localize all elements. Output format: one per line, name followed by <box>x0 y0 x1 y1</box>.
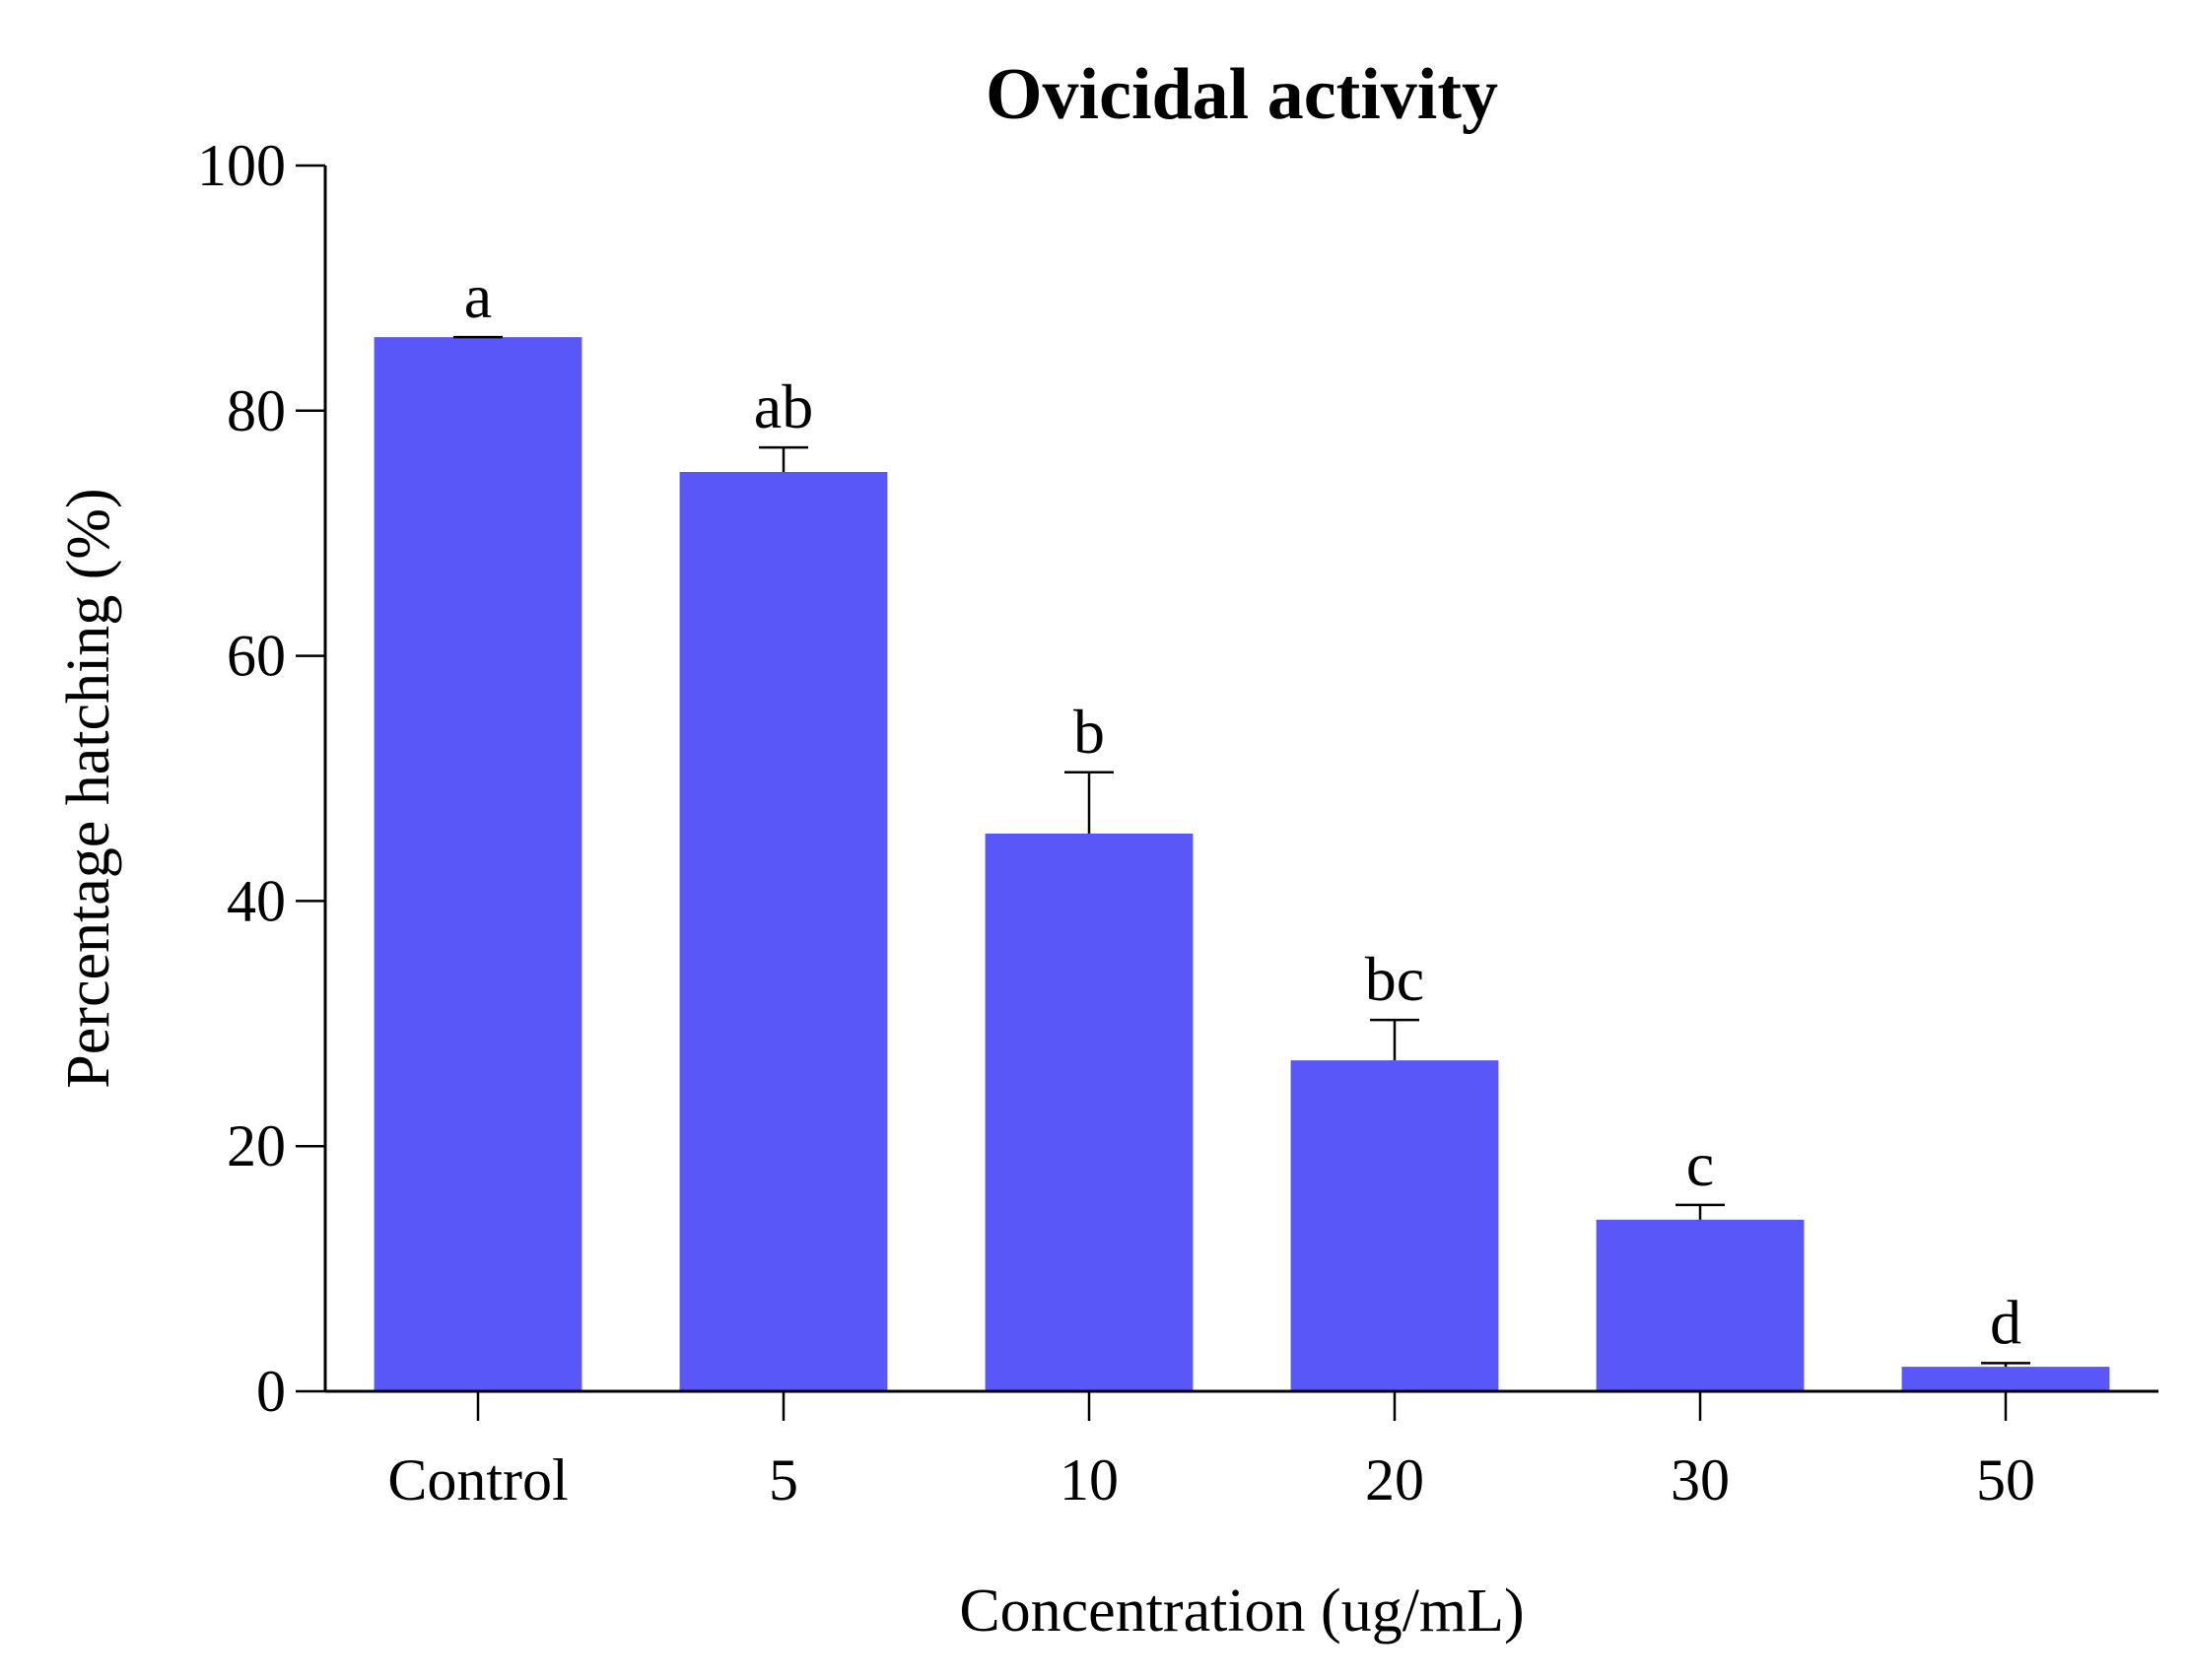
bars-layer <box>374 337 2110 1391</box>
bar <box>1290 1060 1499 1391</box>
significance-label: d <box>1990 1287 2021 1357</box>
y-tick-label: 20 <box>227 1113 286 1178</box>
bar <box>374 337 582 1391</box>
y-tick-label: 80 <box>227 378 286 443</box>
y-axis-title: Percentage hatching (%) <box>55 488 122 1088</box>
significance-label: c <box>1686 1129 1714 1199</box>
significance-label: b <box>1073 697 1105 767</box>
y-tick-label: 60 <box>227 624 286 689</box>
bar <box>1901 1367 2110 1391</box>
significance-label: a <box>464 261 492 331</box>
x-tick-label: Control <box>387 1447 568 1512</box>
x-tick-label: 50 <box>1976 1447 2035 1512</box>
significance-labels-layer: a ab b bc c d <box>464 261 2021 1357</box>
significance-label: bc <box>1365 944 1424 1014</box>
y-tick-label: 0 <box>256 1359 286 1424</box>
chart-title: Ovicidal activity <box>986 54 1498 135</box>
x-axis-title: Concentration (ug/mL) <box>959 1578 1524 1645</box>
x-tick-label: 30 <box>1671 1447 1730 1512</box>
x-tick-label: 20 <box>1365 1447 1424 1512</box>
bar <box>679 472 888 1391</box>
bar <box>1596 1219 1805 1391</box>
bar <box>985 833 1194 1391</box>
y-tick-label: 40 <box>227 868 286 933</box>
x-tick-label: 5 <box>769 1447 798 1512</box>
error-bars-layer <box>453 335 2030 1368</box>
axes-layer: Control 5 10 20 30 50 0 20 40 60 80 100 <box>197 133 2158 1512</box>
y-tick-label: 100 <box>197 133 286 198</box>
significance-label: ab <box>754 371 813 441</box>
x-tick-label: 10 <box>1060 1447 1119 1512</box>
